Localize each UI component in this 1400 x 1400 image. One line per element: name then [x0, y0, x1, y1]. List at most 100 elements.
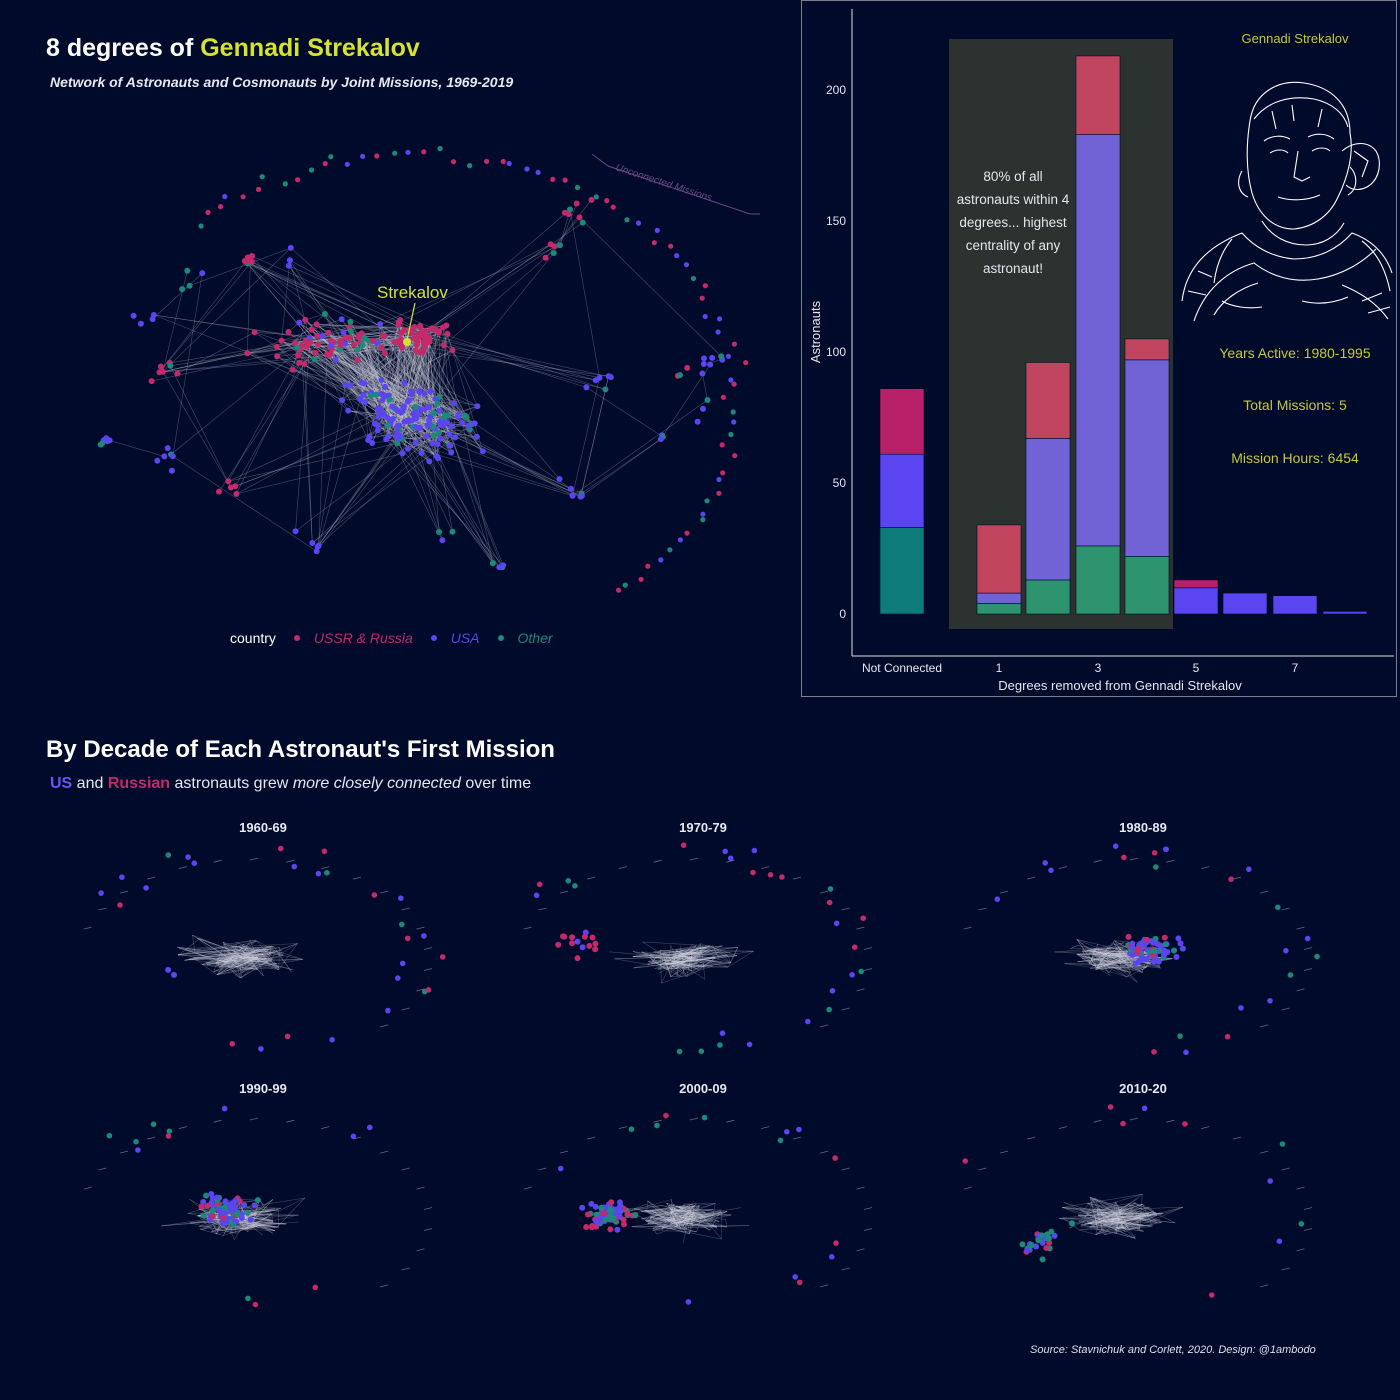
astronaut-node	[159, 368, 166, 375]
astronaut-node	[244, 350, 251, 357]
panel-edge	[1095, 1204, 1130, 1217]
y-tick-label: 100	[826, 345, 846, 359]
panel-edge	[669, 1208, 697, 1218]
panel-edge	[632, 951, 657, 958]
panel-edge	[718, 951, 731, 964]
panel-edge	[1091, 958, 1141, 966]
panel-edge	[232, 946, 240, 949]
network-edge	[328, 355, 369, 441]
network-edge	[444, 422, 573, 497]
panel-edge	[249, 1117, 259, 1121]
panel-edge	[266, 946, 275, 957]
panel-edge	[1125, 1222, 1162, 1231]
panel-edge	[1116, 1216, 1141, 1230]
astronaut-node	[242, 258, 249, 265]
panel-edge	[1099, 951, 1119, 957]
panel-edge	[676, 1206, 713, 1221]
astronaut-node	[422, 328, 429, 335]
panel-edge	[216, 954, 265, 960]
panel-edge	[98, 907, 107, 911]
network-edge	[368, 340, 478, 438]
panel-edge	[232, 955, 238, 959]
panel-edge	[692, 1225, 727, 1228]
astronaut-node	[567, 485, 574, 492]
panel-edge	[1129, 1215, 1146, 1230]
panel-edge	[1118, 1224, 1143, 1229]
panel-edge	[1114, 1202, 1136, 1216]
panel-edge	[647, 945, 723, 965]
panel-edge	[1091, 1217, 1107, 1222]
panel-edge	[667, 955, 685, 966]
panel-edge	[187, 1212, 213, 1214]
panel-edge	[690, 1209, 722, 1220]
panel-edge	[1095, 956, 1106, 970]
panel-edge	[246, 947, 284, 956]
unconnected-node	[308, 167, 315, 173]
panel-edge	[659, 953, 682, 965]
panel-edge	[179, 948, 238, 959]
panel-edge	[1303, 1228, 1313, 1231]
decade-node	[1135, 958, 1142, 965]
panel-edge	[1093, 956, 1132, 966]
panel-edge	[217, 958, 220, 968]
panel-edge	[1281, 907, 1290, 911]
astronaut-node	[278, 337, 285, 344]
panel-edge	[659, 1214, 709, 1217]
panel-edge	[1077, 1198, 1096, 1216]
panel-edge	[273, 946, 292, 972]
panel-edge	[673, 954, 728, 968]
decade-node	[767, 872, 774, 878]
network-edge	[339, 349, 399, 426]
panel-edge	[252, 961, 268, 968]
panel-edge	[614, 958, 673, 969]
panel-edge	[1108, 1215, 1146, 1227]
network-edge	[396, 409, 500, 568]
astronaut-node	[432, 396, 439, 402]
astronaut-node	[295, 352, 302, 359]
panel-edge	[205, 951, 275, 964]
network-edge	[430, 391, 478, 407]
panel-edge	[1296, 988, 1305, 992]
panel-edge	[676, 962, 679, 969]
decade-node	[962, 1158, 968, 1164]
network-edge	[244, 260, 419, 335]
decade-node	[1171, 947, 1177, 954]
panel-edge	[677, 944, 693, 962]
unconnected-node	[506, 160, 512, 167]
panel-edge	[1078, 954, 1100, 962]
panel-edge	[1097, 1213, 1122, 1224]
x-tick-label: 5	[1193, 661, 1200, 675]
decade-node	[569, 940, 575, 947]
decade-node	[191, 860, 198, 866]
panel-edge	[197, 937, 280, 968]
panel-edge	[659, 964, 668, 970]
panel-edge	[231, 943, 244, 951]
astronaut-node	[448, 423, 455, 430]
panel-edge	[666, 962, 722, 970]
highlight-pointer	[406, 302, 416, 341]
panel-edge	[1095, 955, 1124, 970]
panel-edge	[672, 1205, 700, 1224]
panel-edge	[1091, 1198, 1149, 1215]
network-edge	[345, 384, 378, 426]
panel-edge	[1097, 1209, 1121, 1218]
panel-edge	[629, 1204, 646, 1212]
panel-edge	[672, 1209, 678, 1224]
panel-edge	[1096, 963, 1116, 968]
decade-node	[620, 1216, 627, 1223]
panel-edge	[423, 947, 433, 950]
panel-edge	[230, 1226, 258, 1234]
panel-edge	[677, 1213, 695, 1217]
network-edge	[572, 377, 600, 496]
panel-edge	[670, 1207, 675, 1221]
decade-node	[209, 1213, 216, 1220]
panel-edge	[1118, 953, 1125, 957]
panel-edge	[691, 1224, 718, 1227]
panel-edge	[726, 1119, 735, 1123]
panel-edge	[199, 938, 235, 956]
panel-edge	[237, 942, 254, 953]
panel-edge	[662, 953, 671, 977]
panel-edge	[1112, 1202, 1117, 1217]
panel-edge	[644, 1210, 697, 1218]
panel-edge	[684, 965, 694, 968]
